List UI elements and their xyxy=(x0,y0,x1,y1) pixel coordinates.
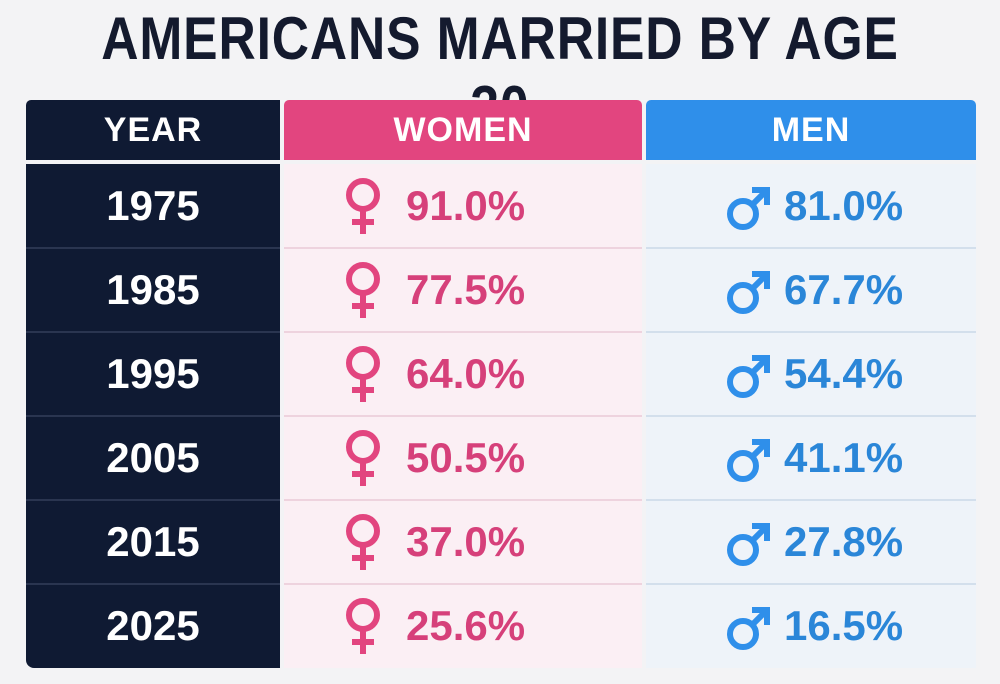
women-row: 91.0% xyxy=(284,164,642,248)
women-value: 64.0% xyxy=(406,350,526,397)
men-value: 67.7% xyxy=(784,266,904,313)
male-symbol-icon xyxy=(727,355,770,398)
row-divider xyxy=(284,331,642,333)
women-cell: 50.5% xyxy=(284,428,525,488)
men-row: 81.0% xyxy=(646,164,976,248)
men-value: 41.1% xyxy=(784,434,904,481)
women-column: 91.0% 77.5% 64.0% 50.5% 37.0% 25.6% xyxy=(284,164,642,668)
female-symbol-icon xyxy=(346,514,380,570)
male-symbol-icon xyxy=(727,523,770,566)
male-symbol-icon xyxy=(727,187,770,230)
men-value: 54.4% xyxy=(784,350,904,397)
row-divider xyxy=(284,499,642,501)
female-symbol-icon xyxy=(346,346,380,402)
female-symbol-icon xyxy=(346,430,380,486)
women-value: 91.0% xyxy=(406,182,526,229)
row-divider xyxy=(26,583,280,585)
women-row: 64.0% xyxy=(284,332,642,416)
women-value: 37.0% xyxy=(406,518,526,565)
women-cell: 64.0% xyxy=(284,344,525,404)
men-cell: 67.7% xyxy=(646,260,903,320)
row-divider xyxy=(26,331,280,333)
men-cell: 27.8% xyxy=(646,512,903,572)
row-divider xyxy=(646,583,976,585)
marriage-table: YEAR WOMEN MEN 1975 1985 1995 2005 2015 2025 … xyxy=(26,100,976,668)
men-cell: 41.1% xyxy=(646,428,903,488)
header-men: MEN xyxy=(646,100,976,160)
women-cell: 77.5% xyxy=(284,260,525,320)
year-cell: 1995 xyxy=(106,350,200,397)
row-divider xyxy=(646,331,976,333)
row-divider xyxy=(284,415,642,417)
women-row: 77.5% xyxy=(284,248,642,332)
row-divider xyxy=(284,583,642,585)
men-cell: 54.4% xyxy=(646,344,903,404)
women-value: 77.5% xyxy=(406,266,526,313)
women-cell: 37.0% xyxy=(284,512,525,572)
women-cell: 25.6% xyxy=(284,596,525,656)
header-women: WOMEN xyxy=(284,100,642,160)
row-divider xyxy=(284,247,642,249)
women-value: 50.5% xyxy=(406,434,526,481)
header-year: YEAR xyxy=(26,100,280,160)
men-column: 81.0% 67.7% 54.4% 41.1% 27.8% 16.5% xyxy=(646,164,976,668)
female-symbol-icon xyxy=(346,178,380,234)
men-row: 41.1% xyxy=(646,416,976,500)
men-row: 27.8% xyxy=(646,500,976,584)
women-row: 25.6% xyxy=(284,584,642,668)
men-cell: 16.5% xyxy=(646,596,903,656)
row-divider xyxy=(26,499,280,501)
row-divider xyxy=(646,415,976,417)
men-value: 27.8% xyxy=(784,518,904,565)
men-row: 67.7% xyxy=(646,248,976,332)
women-value: 25.6% xyxy=(406,602,526,649)
women-row: 50.5% xyxy=(284,416,642,500)
year-cell: 2015 xyxy=(106,518,200,565)
year-column: 1975 1985 1995 2005 2015 2025 xyxy=(26,164,280,668)
row-divider xyxy=(26,415,280,417)
year-cell: 2025 xyxy=(106,602,200,649)
row-divider xyxy=(646,499,976,501)
male-symbol-icon xyxy=(727,439,770,482)
men-cell: 81.0% xyxy=(646,176,903,236)
row-divider xyxy=(26,247,280,249)
women-cell: 91.0% xyxy=(284,176,525,236)
female-symbol-icon xyxy=(346,598,380,654)
male-symbol-icon xyxy=(727,607,770,650)
men-row: 54.4% xyxy=(646,332,976,416)
men-value: 81.0% xyxy=(784,182,904,229)
year-cell: 2005 xyxy=(106,434,200,481)
year-cell: 1975 xyxy=(106,182,200,229)
women-row: 37.0% xyxy=(284,500,642,584)
female-symbol-icon xyxy=(346,262,380,318)
year-cell: 1985 xyxy=(106,266,200,313)
row-divider xyxy=(646,247,976,249)
men-value: 16.5% xyxy=(784,602,904,649)
male-symbol-icon xyxy=(727,271,770,314)
men-row: 16.5% xyxy=(646,584,976,668)
